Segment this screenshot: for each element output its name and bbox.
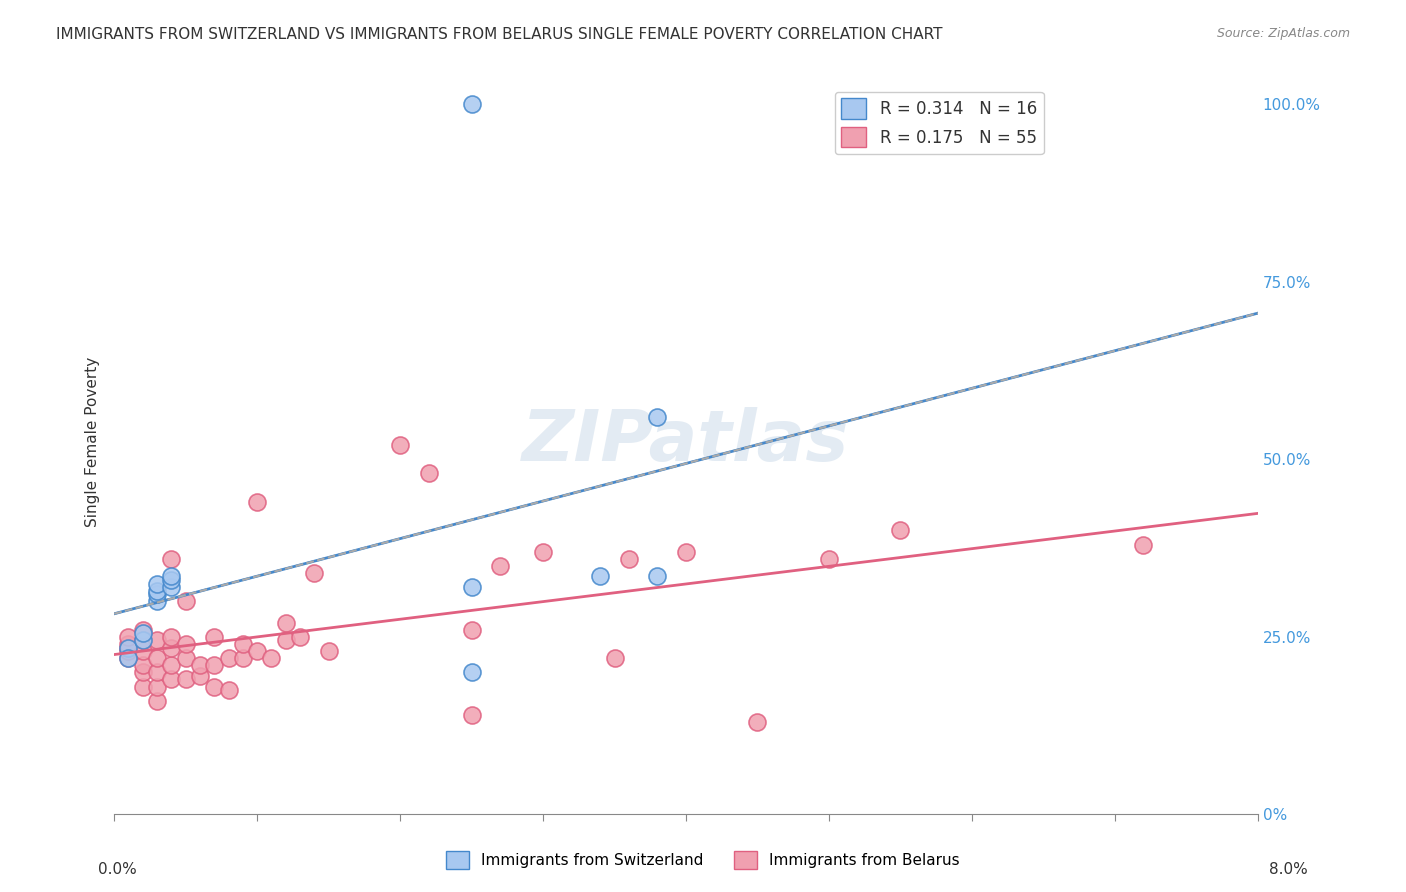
Point	[117, 640, 139, 655]
Point	[132, 626, 155, 640]
Point	[603, 651, 626, 665]
Point	[160, 551, 183, 566]
Point	[146, 651, 169, 665]
Point	[318, 644, 340, 658]
Point	[117, 651, 139, 665]
Legend: R = 0.314   N = 16, R = 0.175   N = 55: R = 0.314 N = 16, R = 0.175 N = 55	[835, 92, 1043, 154]
Point	[146, 594, 169, 608]
Text: IMMIGRANTS FROM SWITZERLAND VS IMMIGRANTS FROM BELARUS SINGLE FEMALE POVERTY COR: IMMIGRANTS FROM SWITZERLAND VS IMMIGRANT…	[56, 27, 943, 42]
Point	[132, 623, 155, 637]
Point	[389, 438, 412, 452]
Point	[146, 680, 169, 694]
Point	[132, 633, 155, 648]
Point	[146, 665, 169, 680]
Point	[188, 669, 211, 683]
Point	[174, 594, 197, 608]
Point	[160, 640, 183, 655]
Point	[232, 651, 254, 665]
Point	[274, 633, 297, 648]
Point	[132, 633, 155, 648]
Point	[146, 694, 169, 708]
Point	[218, 683, 240, 698]
Point	[202, 680, 225, 694]
Point	[246, 495, 269, 509]
Point	[288, 630, 311, 644]
Point	[117, 637, 139, 651]
Point	[160, 580, 183, 594]
Point	[174, 637, 197, 651]
Point	[460, 580, 482, 594]
Text: ZIPatlas: ZIPatlas	[522, 407, 849, 476]
Point	[260, 651, 283, 665]
Point	[460, 708, 482, 723]
Point	[117, 630, 139, 644]
Point	[174, 673, 197, 687]
Point	[889, 524, 911, 538]
Point	[531, 544, 554, 558]
Legend: Immigrants from Switzerland, Immigrants from Belarus: Immigrants from Switzerland, Immigrants …	[440, 845, 966, 875]
Point	[675, 544, 697, 558]
Point	[647, 409, 669, 424]
Point	[202, 630, 225, 644]
Point	[218, 651, 240, 665]
Point	[174, 651, 197, 665]
Point	[160, 573, 183, 587]
Point	[460, 97, 482, 112]
Point	[132, 658, 155, 673]
Point	[160, 630, 183, 644]
Y-axis label: Single Female Poverty: Single Female Poverty	[86, 357, 100, 526]
Text: Source: ZipAtlas.com: Source: ZipAtlas.com	[1216, 27, 1350, 40]
Point	[146, 576, 169, 591]
Point	[132, 665, 155, 680]
Point	[160, 569, 183, 583]
Point	[202, 658, 225, 673]
Text: 8.0%: 8.0%	[1268, 863, 1308, 877]
Point	[246, 644, 269, 658]
Point	[460, 623, 482, 637]
Point	[160, 673, 183, 687]
Point	[489, 558, 512, 573]
Point	[146, 583, 169, 598]
Point	[304, 566, 326, 580]
Point	[1132, 537, 1154, 551]
Point	[617, 551, 640, 566]
Point	[146, 633, 169, 648]
Point	[146, 587, 169, 601]
Point	[188, 658, 211, 673]
Point	[647, 569, 669, 583]
Point	[117, 651, 139, 665]
Point	[418, 467, 440, 481]
Point	[232, 637, 254, 651]
Point	[160, 658, 183, 673]
Point	[117, 644, 139, 658]
Text: 0.0%: 0.0%	[98, 863, 138, 877]
Point	[132, 644, 155, 658]
Point	[589, 569, 612, 583]
Point	[818, 551, 841, 566]
Point	[117, 640, 139, 655]
Point	[747, 715, 769, 730]
Point	[460, 665, 482, 680]
Point	[132, 680, 155, 694]
Point	[274, 615, 297, 630]
